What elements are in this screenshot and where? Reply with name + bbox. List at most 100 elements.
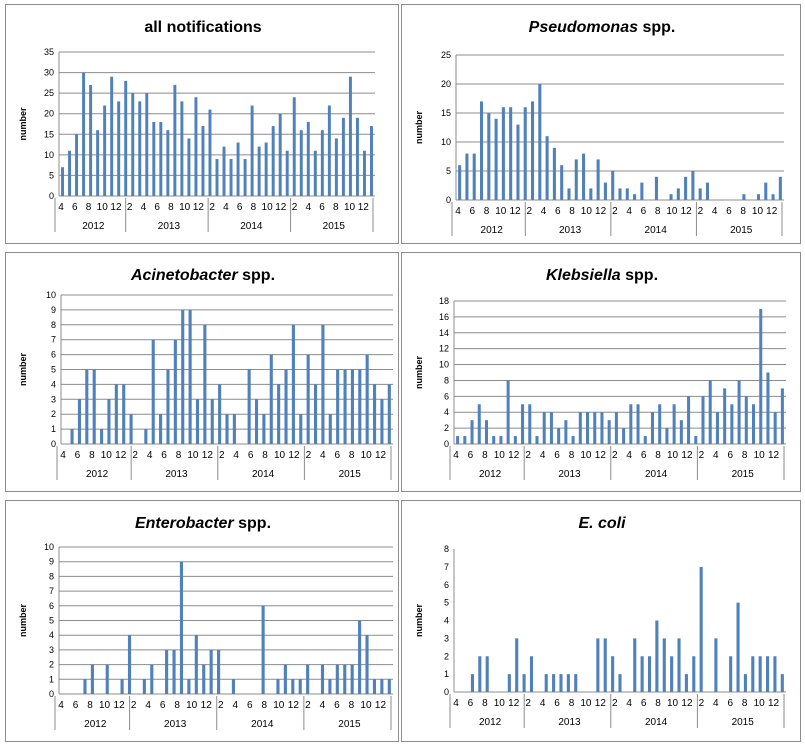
chart-enterobacter-ytick-label: 0 [49,689,54,699]
chart-acinetobacter-bar [144,429,148,444]
chart-ecoli-bar [544,674,548,692]
chart-acinetobacter-bar [225,414,229,444]
chart-pseudomonas-ytick-label: 5 [446,166,451,176]
chart-klebsiella-bar [694,436,698,444]
chart-klebsiella-xtick-label: 6 [468,450,474,461]
chart-pseudomonas-bar [771,194,775,200]
chart-pseudomonas-bar [458,165,462,200]
chart-acinetobacter-bar [336,369,340,444]
chart-pseudomonas-bar [465,153,469,200]
chart-klebsiella-bar [665,428,669,444]
chart-acinetobacter-bar [291,324,295,444]
chart-acinetobacter-xtick-label: 12 [202,450,214,461]
chart-enterobacter-year-label: 2013 [164,719,187,730]
chart-klebsiella-xtick-label: 6 [727,450,733,461]
chart-all-notifications-ytick-label: 15 [44,129,54,139]
chart-enterobacter-ytick-label: 4 [49,630,54,640]
chart-klebsiella-bar [600,412,604,444]
chart-klebsiella-xtick-label: 2 [699,450,705,461]
chart-pseudomonas-bar [742,194,746,200]
chart-acinetobacter-bar [70,429,74,444]
chart-pseudomonas-xtick-label: 10 [495,206,507,217]
chart-pseudomonas-bar [654,176,658,200]
chart-enterobacter-xtick-label: 4 [320,700,326,711]
chart-acinetobacter-bar [195,399,200,444]
chart-acinetobacter-xtick-label: 12 [288,450,300,461]
chart-klebsiella-xtick-label: 12 [681,450,693,461]
chart-enterobacter-bar [261,605,265,694]
chart-pseudomonas-bar [603,182,607,200]
chart-acinetobacter-bar [313,384,318,444]
chart-enterobacter-bar [380,679,384,694]
chart-all-notifications-xtick-label: 10 [97,202,109,213]
chart-klebsiella-year-label: 2014 [645,469,668,480]
chart-ecoli-bar [751,656,755,692]
chart-panel-enterobacter: Enterobacter spp. number 0 1 2 3 4 5 6 7 8 9 10 4 6 8 10… [5,500,399,742]
chart-acinetobacter-ylabel: number [18,353,28,387]
chart-all-notifications-xtick-label: 12 [358,202,370,213]
chart-enterobacter-bar [320,664,325,694]
chart-acinetobacter-ytick-label: 1 [51,424,56,434]
chart-pseudomonas-xtick-label: 2 [612,206,618,217]
chart-pseudomonas-bar [676,188,680,200]
chart-klebsiella-bar [578,412,582,444]
chart-acinetobacter-year-label: 2013 [165,469,188,480]
chart-ecoli-xtick-label: 10 [754,698,766,709]
chart-acinetobacter-bar [306,354,310,444]
chart-all-notifications-bar [334,138,338,196]
chart-ecoli-bar [529,656,534,692]
chart-all-notifications-bar [271,126,275,196]
chart-acinetobacter-ytick-label: 6 [51,350,56,360]
chart-klebsiella-bar [629,404,633,444]
chart-klebsiella-bar [752,404,756,444]
chart-enterobacter-bar [283,664,287,694]
chart-all-notifications-bar [355,117,359,196]
chart-ecoli-bar [714,638,718,692]
chart-all-notifications-bar [201,126,205,196]
chart-enterobacter-ytick-label: 8 [49,571,54,581]
chart-enterobacter-bar [83,679,87,694]
chart-acinetobacter-bar [387,384,391,444]
chart-all-notifications-bar [362,150,366,196]
chart-klebsiella-year-label: 2015 [732,469,755,480]
chart-pseudomonas-bar [669,194,673,200]
chart-acinetobacter-xtick-label: 6 [248,450,254,461]
chart-enterobacter-bar [217,649,221,694]
chart-klebsiella-bar [622,428,626,444]
chart-acinetobacter-ytick-label: 7 [51,335,56,345]
chart-ecoli-bar [758,656,762,692]
chart-enterobacter-bar [306,664,310,694]
chart-klebsiella-xtick-label: 8 [569,450,575,461]
chart-all-notifications-bar [124,80,128,196]
chart-klebsiella-ylabel: number [414,356,424,390]
chart-enterobacter-bar [179,561,184,694]
chart-klebsiella-bar [557,428,561,444]
chart-klebsiella-ytick-label: 10 [439,360,449,370]
chart-all-notifications-xtick-label: 10 [344,202,356,213]
chart-ecoli-xtick-label: 12 [768,698,780,709]
chart-acinetobacter-xtick-label: 10 [187,450,199,461]
chart-acinetobacter-bar [107,399,111,444]
chart-pseudomonas-ytick-label: 15 [441,108,451,118]
chart-klebsiella-title: Klebsiella spp. [546,267,658,284]
chart-klebsiella-xtick-label: 4 [626,450,632,461]
chart-pseudomonas-bar [479,101,484,200]
chart-klebsiella-bar [499,436,503,444]
chart-klebsiella-xtick-label: 4 [540,450,546,461]
chart-pseudomonas-xtick-label: 10 [666,206,678,217]
chart-klebsiella-bar [463,436,467,444]
chart-klebsiella-bar [542,412,546,444]
chart-acinetobacter-bar [114,384,118,444]
chart-enterobacter-bar [194,635,198,694]
chart-klebsiella-ytick-label: 0 [444,439,449,449]
chart-ecoli-bar [566,674,570,692]
chart-ecoli-ytick-label: 7 [444,562,449,572]
chart-klebsiella-ytick-label: 2 [444,423,449,433]
chart-all-notifications-ytick-label: 30 [44,68,54,78]
chart-ecoli-bar [515,638,519,692]
chart-pseudomonas-year-label: 2015 [730,225,753,236]
chart-ecoli-xtick-label: 10 [494,698,506,709]
chart-klebsiella-xtick-label: 10 [580,450,592,461]
chart-all-notifications-bar [110,76,114,196]
